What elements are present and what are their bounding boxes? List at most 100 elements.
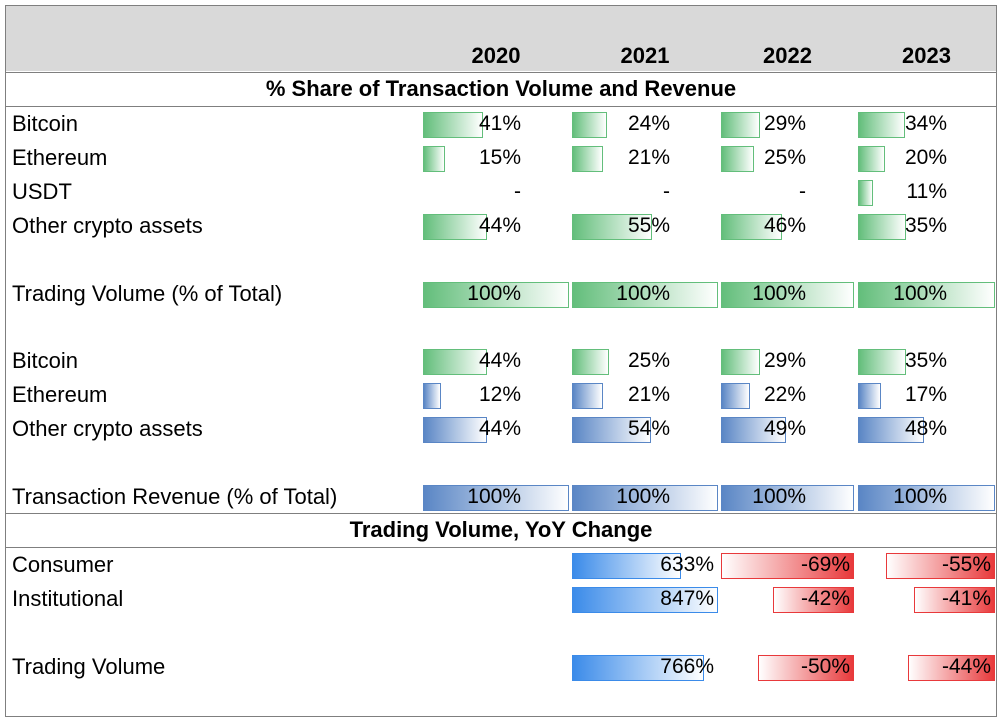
data-bar <box>858 485 995 511</box>
data-cell <box>423 550 569 580</box>
row-label: Transaction Revenue (% of Total) <box>12 484 338 509</box>
data-bar <box>914 587 995 613</box>
data-label: -44% <box>941 655 991 678</box>
data-cell: 100% <box>858 279 995 309</box>
data-label: -41% <box>941 587 991 610</box>
data-bar <box>721 112 760 138</box>
row-label: USDT <box>12 179 72 204</box>
data-label: 41% <box>478 112 521 135</box>
data-label: 15% <box>478 146 521 169</box>
divider <box>5 72 997 73</box>
row-label: Ethereum <box>12 145 108 170</box>
data-label: 21% <box>627 383 670 406</box>
data-cell: 41% <box>423 109 569 139</box>
data-cell: 44% <box>423 414 569 444</box>
data-label: - <box>514 180 521 203</box>
row-label: Bitcoin <box>12 348 79 373</box>
data-cell: 847% <box>572 584 718 614</box>
data-bar <box>572 146 603 172</box>
data-cell: 35% <box>858 211 995 241</box>
section-title-share: % Share of Transaction Volume and Revenu… <box>265 76 737 101</box>
data-cell: 100% <box>721 482 854 512</box>
section-title-yoy: Trading Volume, YoY Change <box>349 517 653 542</box>
data-cell: 24% <box>572 109 718 139</box>
row-label: Trading Volume (% of Total) <box>12 281 283 306</box>
data-cell: 34% <box>858 109 995 139</box>
data-cell: 29% <box>721 109 854 139</box>
data-cell: 100% <box>721 279 854 309</box>
data-cell: -69% <box>721 550 854 580</box>
data-label: 847% <box>660 587 714 610</box>
row-label: Other crypto assets <box>12 416 203 441</box>
data-bar <box>721 349 760 375</box>
data-bar <box>858 214 906 240</box>
data-cell: -55% <box>858 550 995 580</box>
data-label: -42% <box>800 587 850 610</box>
data-cell: 11% <box>858 177 995 207</box>
data-label: 35% <box>904 214 947 237</box>
data-cell: 48% <box>858 414 995 444</box>
data-cell: 44% <box>423 211 569 241</box>
data-cell: 46% <box>721 211 854 241</box>
data-label: 100% <box>893 282 947 305</box>
data-bar <box>423 146 445 172</box>
data-label: 44% <box>478 214 521 237</box>
data-label: -69% <box>800 553 850 576</box>
data-label: 12% <box>478 383 521 406</box>
data-bar <box>858 112 905 138</box>
data-label: 35% <box>904 349 947 372</box>
data-label: 55% <box>627 214 670 237</box>
column-header-2022: 2022 <box>763 43 812 68</box>
data-cell: 100% <box>423 482 569 512</box>
data-bar <box>721 214 782 240</box>
data-label: 100% <box>467 282 521 305</box>
data-label: 100% <box>752 485 806 508</box>
data-label: 54% <box>627 417 670 440</box>
data-label: 44% <box>478 349 521 372</box>
data-cell: -44% <box>858 652 995 682</box>
data-bar <box>572 112 607 138</box>
data-bar <box>858 349 906 375</box>
row-label: Consumer <box>12 552 114 577</box>
data-label: 11% <box>906 180 947 203</box>
data-bar <box>572 214 652 240</box>
data-cell: 49% <box>721 414 854 444</box>
data-bar <box>858 282 995 308</box>
data-cell: 21% <box>572 380 718 410</box>
data-cell: -42% <box>721 584 854 614</box>
data-cell: 15% <box>423 143 569 173</box>
row-label: Institutional <box>12 586 124 611</box>
data-cell: 766% <box>572 652 718 682</box>
data-label: 44% <box>478 417 521 440</box>
data-cell: 100% <box>423 279 569 309</box>
divider <box>5 547 997 548</box>
data-cell: 12% <box>423 380 569 410</box>
data-bar <box>721 417 786 443</box>
data-cell: 44% <box>423 346 569 376</box>
data-label: 22% <box>763 383 806 406</box>
data-bar <box>423 417 487 443</box>
data-bar <box>572 485 718 511</box>
row-label: Other crypto assets <box>12 213 203 238</box>
data-cell: 21% <box>572 143 718 173</box>
data-label: -50% <box>800 655 850 678</box>
data-cell: 20% <box>858 143 995 173</box>
column-header-2021: 2021 <box>620 43 670 68</box>
data-label: - <box>799 180 806 203</box>
data-cell: 633% <box>572 550 718 580</box>
data-label: 49% <box>763 417 806 440</box>
data-label: 100% <box>616 282 670 305</box>
data-bar <box>572 349 609 375</box>
data-label: 20% <box>904 146 947 169</box>
data-bar <box>721 383 750 409</box>
data-label: 48% <box>904 417 947 440</box>
data-label: 17% <box>904 383 947 406</box>
data-cell: 35% <box>858 346 995 376</box>
data-bar <box>858 383 881 409</box>
data-bar <box>908 655 995 681</box>
data-label: - <box>663 180 670 203</box>
data-bar <box>858 146 885 172</box>
row-label: Bitcoin <box>12 111 79 136</box>
data-cell: 17% <box>858 380 995 410</box>
